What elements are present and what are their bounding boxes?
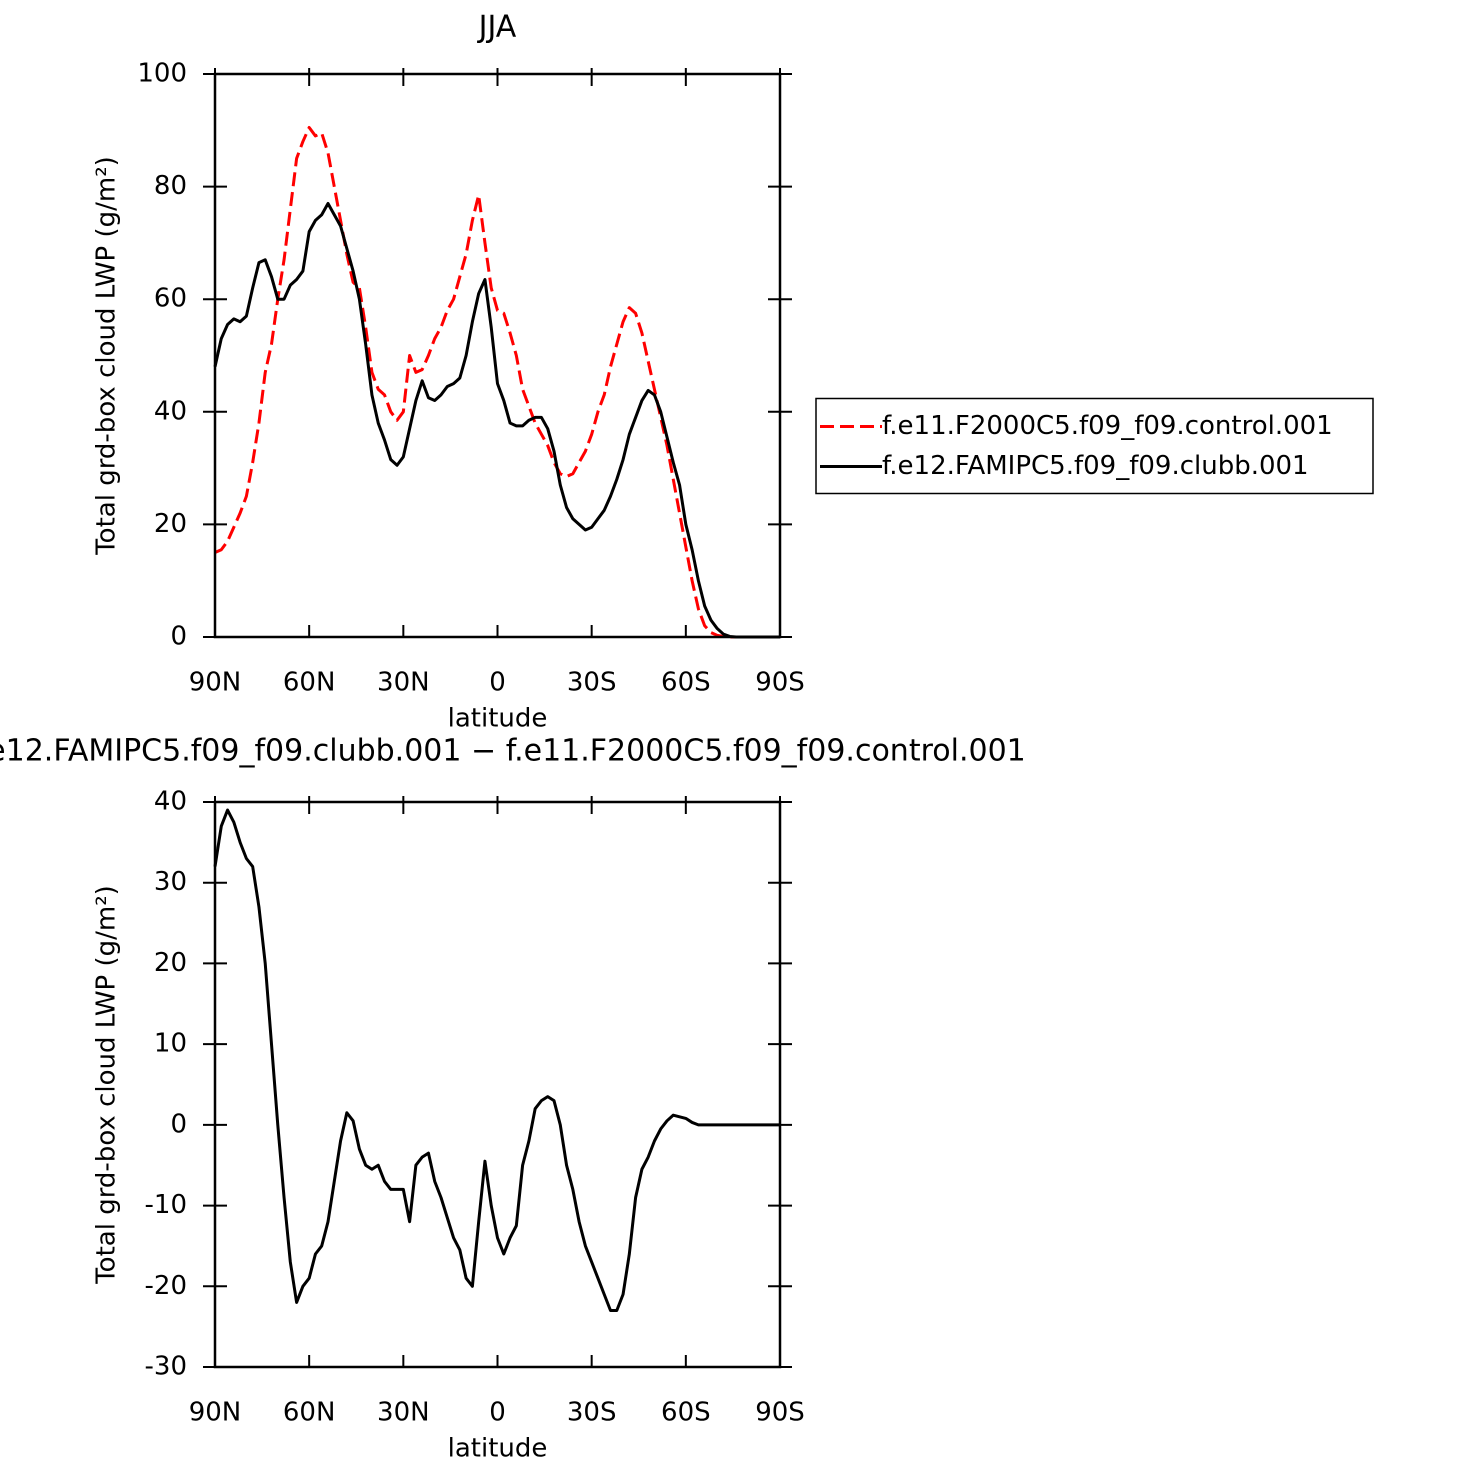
y-tick-label: 20 bbox=[154, 509, 187, 539]
y-tick-label: 60 bbox=[154, 284, 187, 314]
x-tick-label: 30S bbox=[567, 1398, 617, 1428]
x-tick-label: 60N bbox=[283, 1398, 336, 1428]
x-tick-label: 0 bbox=[489, 668, 506, 698]
data-line bbox=[213, 201, 780, 639]
y-tick-label: -10 bbox=[145, 1190, 187, 1220]
y-tick-label: 30 bbox=[154, 867, 187, 897]
y-tick-label: 40 bbox=[154, 396, 187, 426]
legend-label: f.e12.FAMIPC5.f09_f09.clubb.001 bbox=[882, 451, 1309, 481]
x-tick-label: 30N bbox=[377, 1398, 430, 1428]
x-tick-label: 90N bbox=[189, 668, 242, 698]
x-tick-label: 60S bbox=[661, 1398, 711, 1428]
x-tick-label: 30S bbox=[567, 668, 617, 698]
x-axis-label: latitude bbox=[448, 1434, 548, 1464]
y-tick-label: 10 bbox=[154, 1029, 187, 1059]
x-tick-label: 30N bbox=[377, 668, 430, 698]
y-tick-label: 0 bbox=[170, 622, 187, 652]
y-tick-label: 80 bbox=[154, 171, 187, 201]
legend-label: f.e11.F2000C5.f09_f09.control.001 bbox=[882, 411, 1333, 441]
y-tick-label: 20 bbox=[154, 948, 187, 978]
x-axis-label: latitude bbox=[448, 704, 548, 734]
y-tick-label: 40 bbox=[154, 787, 187, 817]
x-tick-label: 90S bbox=[755, 1398, 805, 1428]
y-tick-label: -20 bbox=[145, 1271, 187, 1301]
x-tick-label: 60N bbox=[283, 668, 336, 698]
y-axis-label: Total grd-box cloud LWP (g/m²) bbox=[92, 156, 122, 556]
legend: f.e11.F2000C5.f09_f09.control.001 f.e12.F… bbox=[815, 397, 1374, 495]
chart-title: JJA bbox=[477, 10, 517, 45]
plot-frame bbox=[213, 72, 782, 639]
plot-frame bbox=[213, 800, 782, 1369]
legend-box bbox=[815, 397, 1374, 495]
y-tick-label: 100 bbox=[137, 59, 187, 89]
y-axis-label: Total grd-box cloud LWP (g/m²) bbox=[92, 885, 122, 1285]
x-tick-label: 0 bbox=[489, 1398, 506, 1428]
x-tick-label: 90N bbox=[189, 1398, 242, 1428]
data-line bbox=[213, 808, 780, 1312]
y-tick-label: -30 bbox=[145, 1352, 187, 1382]
data-line bbox=[214, 125, 780, 639]
y-tick-label: 0 bbox=[170, 1109, 187, 1139]
x-tick-label: 90S bbox=[755, 668, 805, 698]
chart-title: f.e12.FAMIPC5.f09_f09.clubb.001 − f.e11.… bbox=[0, 734, 1026, 769]
x-tick-label: 60S bbox=[661, 668, 711, 698]
